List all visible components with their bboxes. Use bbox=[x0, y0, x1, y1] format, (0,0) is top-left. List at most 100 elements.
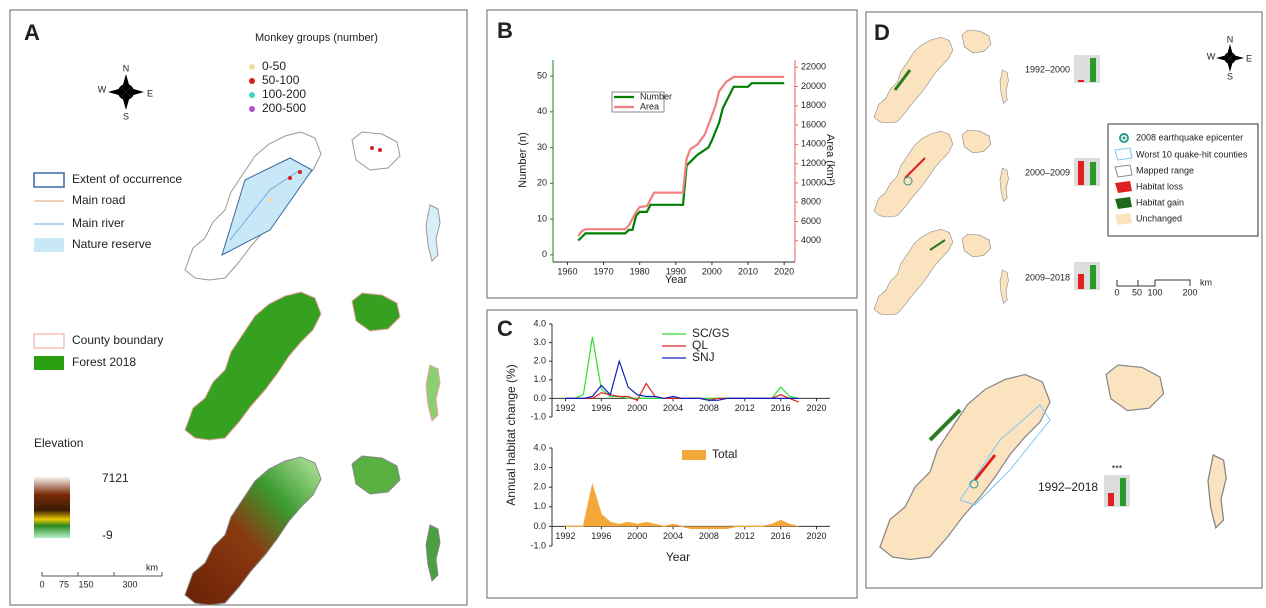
x-tick-label: 1990 bbox=[666, 266, 686, 276]
legend-text: 100-200 bbox=[262, 87, 306, 101]
scale-label: 50 bbox=[1132, 287, 1142, 297]
line bbox=[577, 75, 785, 237]
y2-tick-label: 16000 bbox=[801, 119, 826, 129]
x-tick-label: 2000 bbox=[702, 266, 722, 276]
x-tick-label: 2020 bbox=[774, 266, 794, 276]
y-tick-label: 1.0 bbox=[533, 374, 546, 384]
compass-e: E bbox=[1246, 53, 1252, 63]
scale-label: 150 bbox=[78, 579, 93, 589]
scale-unit: km bbox=[146, 562, 158, 572]
significance: *** bbox=[1112, 463, 1123, 473]
panel-b-frame bbox=[486, 9, 858, 299]
y-axis-label: Annual habitat change (%) bbox=[504, 364, 518, 505]
x-tick-label: 2004 bbox=[663, 403, 683, 413]
y2-tick-label: 10000 bbox=[801, 177, 826, 187]
scale-label: 75 bbox=[59, 579, 69, 589]
elevation-min: -9 bbox=[102, 528, 113, 542]
legend-text: Main road bbox=[72, 193, 125, 207]
panel-label: A bbox=[24, 20, 40, 45]
x-tick-label: 1996 bbox=[591, 531, 611, 541]
y-tick-label: 30 bbox=[537, 142, 547, 152]
y-tick-label: 0.0 bbox=[533, 393, 546, 403]
map-elevation bbox=[184, 455, 441, 606]
legend-text: Nature reserve bbox=[72, 237, 152, 251]
legend-dot bbox=[249, 78, 255, 84]
y-tick-label: 4.0 bbox=[533, 318, 546, 328]
y2-tick-label: 6000 bbox=[801, 216, 821, 226]
legend-text: 50-100 bbox=[262, 73, 300, 87]
scale-label: 100 bbox=[1147, 287, 1162, 297]
x-tick-label: 2016 bbox=[771, 531, 791, 541]
charts: 0 10 20 30 40 50 4000 6000 8000 10000 12000 14000 16… bbox=[530, 60, 830, 550]
y-tick-label: -1.0 bbox=[530, 411, 546, 421]
x-tick-label: 1970 bbox=[594, 266, 614, 276]
line bbox=[577, 82, 785, 242]
legend-text: Mapped range bbox=[1136, 165, 1194, 175]
elevation-max: 7121 bbox=[102, 471, 129, 485]
x-tick-label: 2020 bbox=[807, 531, 827, 541]
y-axis-label: Number (n) bbox=[517, 132, 529, 188]
map-period bbox=[873, 228, 1009, 316]
x-tick-label: 2012 bbox=[735, 403, 755, 413]
legend-title: Monkey groups (number) bbox=[255, 32, 378, 44]
compass-n: N bbox=[1227, 34, 1234, 44]
x-tick-label: 1980 bbox=[630, 266, 650, 276]
x-tick-label: 1992 bbox=[555, 531, 575, 541]
panel-c-frame bbox=[486, 309, 858, 599]
scale-bar: 0 75 150 300 km bbox=[39, 562, 163, 589]
legend-text: Habitat gain bbox=[1136, 197, 1184, 207]
compass-n: N bbox=[123, 63, 130, 73]
panel-a-frame bbox=[9, 9, 468, 606]
map-forest bbox=[184, 291, 441, 441]
y2-tick-label: 12000 bbox=[801, 158, 826, 168]
legend-text: Number bbox=[640, 91, 672, 101]
x-tick-label: 1992 bbox=[555, 403, 575, 413]
y-tick-label: 50 bbox=[537, 70, 547, 80]
legend-text: County boundary bbox=[72, 333, 163, 347]
scale-unit: km bbox=[1200, 277, 1212, 287]
legend-text: SNJ bbox=[692, 350, 715, 364]
y-tick-label: 0 bbox=[542, 249, 547, 259]
scale-label: 0 bbox=[39, 579, 44, 589]
area-fill bbox=[565, 485, 799, 529]
legend-swatch bbox=[682, 450, 706, 460]
x-axis-label: Year bbox=[666, 550, 690, 564]
legend-text: Habitat loss bbox=[1136, 181, 1184, 191]
panel-d-frame bbox=[865, 11, 1263, 589]
panel-a: A Monkey groups (number) 0-50 50-100 100… bbox=[24, 20, 441, 606]
period-label: 1992–2018 bbox=[1038, 480, 1098, 494]
x-tick-label: 1960 bbox=[557, 266, 577, 276]
compass: N S E W bbox=[98, 63, 153, 121]
x-tick-label: 2016 bbox=[771, 403, 791, 413]
scale-label: 0 bbox=[1114, 287, 1119, 297]
map-period bbox=[873, 29, 1009, 124]
legend-text: 2008 earthquake epicenter bbox=[1136, 132, 1243, 142]
scale-label: 300 bbox=[122, 579, 137, 589]
y2-tick-label: 22000 bbox=[801, 62, 826, 72]
compass-s: S bbox=[123, 111, 129, 121]
x-tick-label: 2000 bbox=[627, 403, 647, 413]
panel-label: C bbox=[497, 316, 513, 341]
y-tick-label: 2.0 bbox=[533, 482, 546, 492]
y-tick-label: 40 bbox=[537, 106, 547, 116]
scale-label: 200 bbox=[1182, 287, 1197, 297]
y-tick-label: 1.0 bbox=[533, 501, 546, 511]
y2-tick-label: 8000 bbox=[801, 197, 821, 207]
group-legend: 0-50 50-100 100-200 200-500 bbox=[249, 59, 306, 115]
x-tick-label: 1996 bbox=[591, 403, 611, 413]
y-tick-label: 4.0 bbox=[533, 442, 546, 452]
y-tick-label: 3.0 bbox=[533, 462, 546, 472]
x-axis-label: Year bbox=[665, 274, 688, 286]
x-tick-label: 2008 bbox=[699, 531, 719, 541]
panel-label: B bbox=[497, 18, 513, 43]
legend-dot bbox=[249, 92, 255, 98]
mini-bars: *** bbox=[1074, 55, 1130, 507]
line bbox=[565, 359, 799, 401]
elevation-title: Elevation bbox=[34, 436, 83, 450]
y-tick-label: 2.0 bbox=[533, 356, 546, 366]
compass-w: W bbox=[98, 84, 107, 94]
scale-bar: 0 50 100 200 km bbox=[1114, 277, 1212, 297]
y2-tick-label: 18000 bbox=[801, 100, 826, 110]
y2-axis-label: Area (km²) bbox=[824, 134, 836, 186]
area-outline bbox=[565, 482, 799, 529]
